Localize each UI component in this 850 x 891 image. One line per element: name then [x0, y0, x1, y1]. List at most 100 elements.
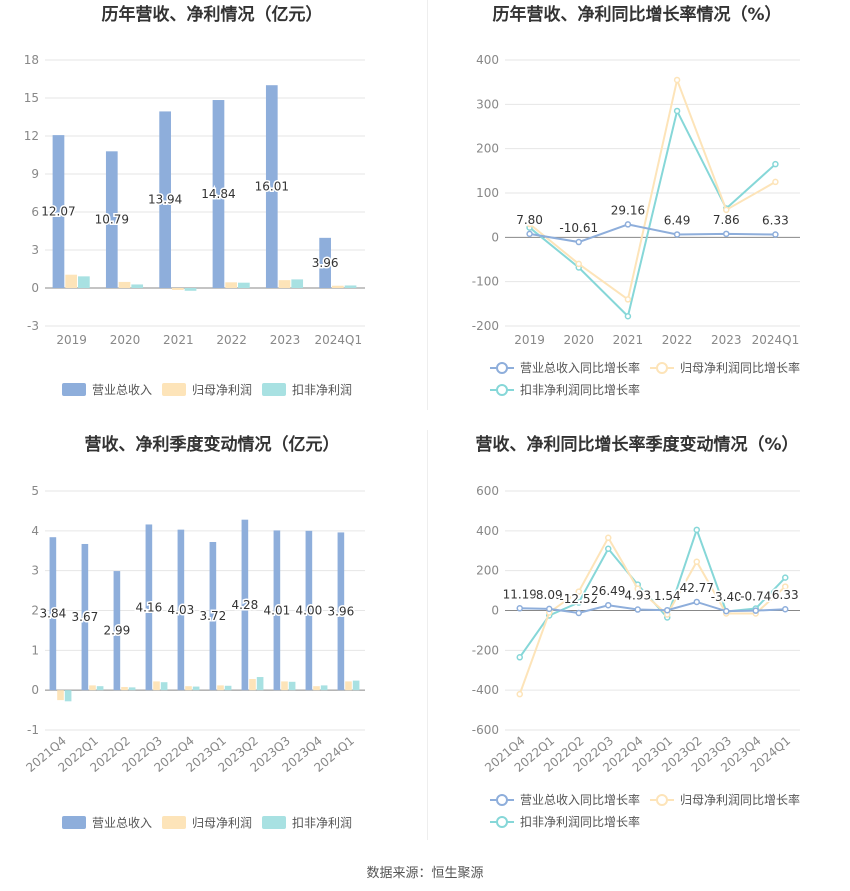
data-label: 10.79: [95, 213, 129, 227]
data-point: [575, 609, 582, 617]
data-label: 7.80: [516, 213, 543, 227]
data-point: [516, 690, 523, 698]
y-tick-label: 0: [491, 604, 499, 618]
data-point: [723, 230, 730, 238]
data-label: 4.03: [168, 603, 195, 617]
bar-revenue: [319, 237, 331, 288]
y-tick-label: 400: [476, 524, 499, 538]
data-point: [772, 231, 779, 238]
y-tick-label: 600: [476, 484, 499, 498]
data-label: -3.40: [711, 590, 742, 604]
x-tick-label: 2022: [216, 333, 247, 347]
y-tick-label: 3: [31, 564, 39, 578]
x-tick-label: 2024Q1: [752, 333, 800, 347]
data-label: 3.96: [312, 256, 339, 270]
y-tick-label: 200: [476, 564, 499, 578]
bar-net-profit: [153, 681, 160, 691]
data-point: [772, 178, 779, 186]
data-point: [516, 654, 523, 661]
data-point: [634, 585, 641, 592]
y-tick-label: 18: [24, 53, 39, 67]
chart-svg: 营收、净利同比增长率季度变动情况（%） 600 400 200 0 -200 -400 -60…: [472, 434, 800, 829]
data-label: 3.72: [200, 609, 227, 623]
data-point: [605, 601, 612, 609]
data-label: 13.94: [148, 193, 182, 207]
bar-revenue: [265, 85, 278, 288]
bar-net-profit: [185, 686, 192, 691]
bar-deducted-profit: [96, 686, 104, 691]
data-point: [516, 605, 523, 612]
y-tick-label: 4: [31, 524, 39, 538]
data-point: [624, 221, 632, 228]
y-tick-label: 3: [31, 243, 39, 257]
bar-net-profit: [65, 274, 78, 288]
y-tick-label: -100: [472, 275, 499, 289]
data-point: [693, 526, 700, 534]
bar-revenue: [49, 537, 57, 691]
bar-revenue: [81, 543, 89, 691]
bar-revenue: [177, 529, 185, 691]
x-tick-label: 2023: [711, 333, 742, 347]
legend-swatch: [496, 794, 508, 806]
data-label: 6.49: [664, 213, 691, 227]
y-tick-label: 0: [31, 683, 39, 697]
y-tick-label: 5: [31, 484, 39, 498]
y-tick-label: -400: [472, 683, 499, 697]
y-tick-label: 15: [24, 91, 39, 105]
data-label: 6.33: [762, 214, 789, 228]
bar-net-profit: [217, 685, 224, 691]
data-point: [546, 605, 553, 613]
data-point: [624, 312, 632, 320]
legend-label: 营业总收入同比增长率: [520, 360, 640, 375]
y-tick-label: 300: [476, 97, 499, 111]
bar-deducted-profit: [288, 681, 296, 691]
bar-deducted-profit: [344, 285, 357, 288]
chart-svg: 历年营收、净利情况（亿元） 18 15 12 9 6 3 0 -3 2019 2020 2021 202…: [24, 4, 365, 397]
bar-deducted-profit: [256, 677, 264, 691]
x-tick-label: 2021: [613, 333, 644, 347]
bar-net-profit: [278, 280, 291, 288]
bar-net-profit: [331, 285, 344, 288]
series-line: [518, 535, 786, 695]
data-label: 26.49: [591, 584, 625, 598]
bar-net-profit: [118, 281, 131, 288]
legend-label: 扣非净利润: [292, 816, 352, 830]
y-tick-label: 100: [476, 186, 499, 200]
data-label: 4.28: [232, 598, 259, 612]
data-label: 16.01: [255, 180, 289, 194]
bar-revenue: [105, 151, 118, 288]
legend-label: 营业总收入: [92, 816, 152, 830]
series-line: [529, 223, 776, 244]
bar-deducted-profit: [64, 690, 72, 702]
bar-revenue: [212, 100, 225, 288]
bar-deducted-profit: [291, 279, 304, 288]
series-line: [528, 76, 776, 302]
data-label: 4.01: [264, 603, 291, 617]
bar-revenue: [113, 571, 121, 691]
data-point: [673, 107, 681, 115]
bar-revenue: [145, 524, 153, 691]
x-tick-label: 2020: [110, 333, 141, 347]
x-tick-label: 2021: [163, 333, 194, 347]
data-point: [782, 574, 789, 581]
legend-swatch: [162, 383, 186, 396]
chart-title: 历年营收、净利同比增长率情况（%）: [492, 4, 781, 25]
data-label: 11.19: [503, 587, 537, 601]
data-label: 2.99: [104, 624, 131, 638]
bar-deducted-profit: [160, 682, 168, 691]
y-tick-label: 0: [491, 230, 499, 244]
bar-revenue: [273, 530, 281, 691]
bar-revenue: [52, 135, 65, 288]
data-point: [723, 607, 730, 615]
data-label: 3.84: [40, 607, 67, 621]
data-label: 8.09: [536, 588, 563, 602]
y-tick-label: 2: [31, 604, 39, 618]
y-tick-label: 6: [31, 205, 39, 219]
data-label: 14.84: [201, 187, 235, 201]
x-tick-label: 2019: [56, 333, 87, 347]
x-tick-label: 2020: [563, 333, 594, 347]
y-tick-label: -600: [472, 723, 499, 737]
data-point: [605, 545, 612, 553]
data-label: 3.96: [328, 604, 355, 618]
chart-title: 营收、净利季度变动情况（亿元）: [85, 434, 340, 455]
